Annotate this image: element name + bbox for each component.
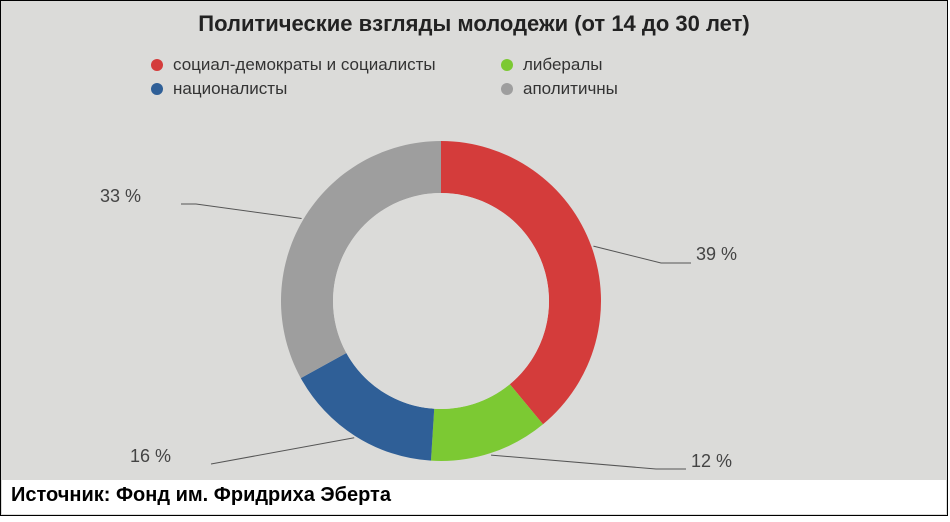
donut-svg: 39 % 12 % 16 % 33 % (1, 1, 949, 517)
leader-line (181, 204, 302, 219)
slice-pct-label: 12 % (691, 451, 732, 471)
leader-line (593, 246, 691, 263)
leader-line (211, 438, 354, 464)
slice-pct-label: 33 % (100, 186, 141, 206)
slice-pct-label: 16 % (130, 446, 171, 466)
slice-pct-label: 39 % (696, 244, 737, 264)
source-caption: Источник: Фонд им. Фридриха Эберта (9, 482, 397, 509)
donut-chart: 39 % 12 % 16 % 33 % (1, 1, 947, 515)
donut-hole (333, 193, 549, 409)
chart-frame: Политические взгляды молодежи (от 14 до … (0, 0, 948, 516)
leader-line (491, 455, 686, 469)
